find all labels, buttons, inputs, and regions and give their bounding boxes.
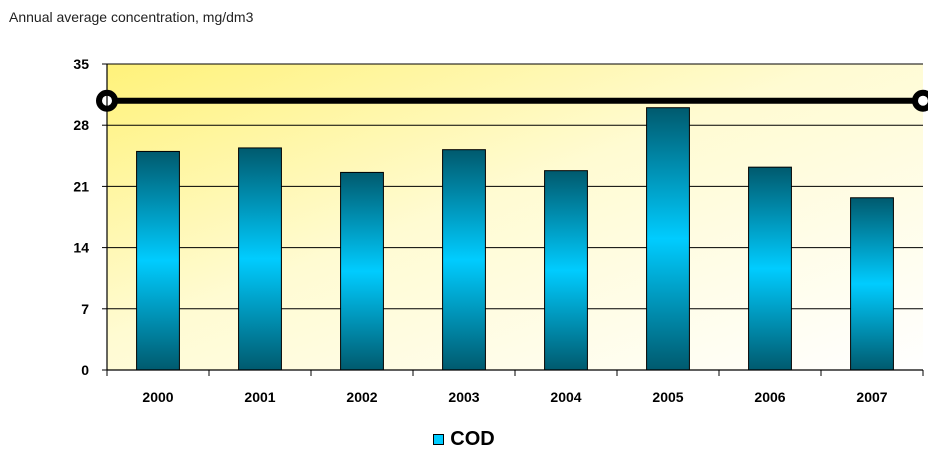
legend-swatch-cod: [433, 434, 445, 445]
y-tick-label: 35: [73, 56, 89, 72]
y-tick-label: 28: [73, 117, 89, 133]
bar-2000: [136, 150, 180, 371]
legend: COD: [0, 428, 928, 451]
y-tick-label: 14: [73, 240, 89, 256]
bar-2003: [442, 149, 486, 371]
x-tick-label: 2003: [448, 389, 479, 405]
bar-2006: [748, 166, 792, 371]
x-tick-label: 2004: [550, 389, 581, 405]
bar-2004: [544, 170, 588, 371]
x-tick-label: 2007: [856, 389, 887, 405]
y-tick-label: 21: [73, 178, 89, 194]
reference-line: [96, 89, 928, 112]
bar-2005: [646, 107, 690, 371]
y-tick-label: 0: [81, 362, 89, 378]
bars: [136, 107, 894, 371]
x-tick-label: 2002: [346, 389, 377, 405]
bar-2002: [340, 171, 384, 371]
y-axis-ticks: 0 7 14 21 28 35: [73, 56, 107, 378]
reference-line-marker-right: [912, 89, 928, 112]
x-tick-label: 2005: [652, 389, 683, 405]
y-tick-label: 7: [81, 301, 89, 317]
bar-2001: [238, 147, 282, 371]
chart-title: Annual average concentration, mg/dm3: [9, 9, 254, 25]
x-tick-label: 2001: [244, 389, 275, 405]
x-tick-label: 2006: [754, 389, 785, 405]
x-tick-label: 2000: [142, 389, 173, 405]
legend-label-cod: COD: [450, 428, 495, 450]
x-axis-ticks: 2000 2001 2002 2003 2004 2005 2006 2007: [106, 370, 924, 405]
bar-2007: [850, 197, 894, 371]
plot-area: [107, 64, 923, 370]
